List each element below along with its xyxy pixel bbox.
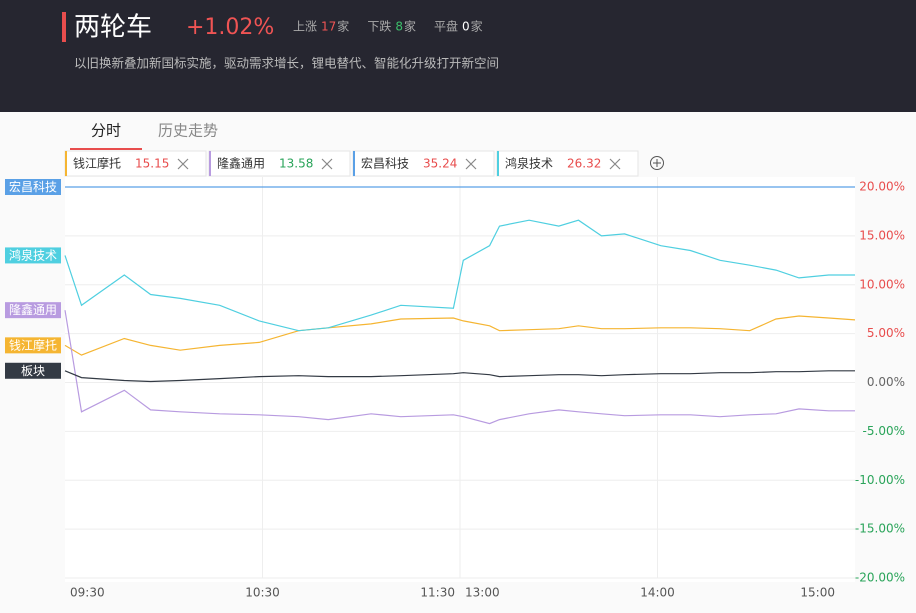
stat-unit: 家 — [471, 19, 483, 34]
y-tick-label: -5.00% — [863, 424, 905, 438]
series-line — [64, 219, 855, 332]
x-tick-label: 11:30 — [420, 586, 455, 600]
series-tag-label: 隆鑫通用 — [9, 302, 57, 317]
stat-count: 8 — [395, 20, 403, 34]
series-tag: 宏昌科技 — [5, 179, 61, 195]
change: +1.02% — [186, 15, 274, 40]
series-line — [64, 310, 855, 425]
legend-chip[interactable]: 钱江摩托 15.15 — [64, 150, 207, 177]
y-tick-label: 0.00% — [867, 375, 905, 389]
stat-label: 平盘 — [434, 19, 458, 34]
header-bg — [0, 0, 916, 112]
y-tick-label: -15.00% — [855, 522, 905, 536]
chip-close[interactable] — [609, 158, 621, 170]
stat-label: 下跌 — [367, 19, 391, 34]
legend-chip[interactable]: 鸿泉技术 26.32 — [496, 150, 639, 177]
subtitle: 以旧换新叠加新国标实施，驱动需求增长，锂电替代、智能化升级打开新空间 — [74, 56, 499, 71]
x-tick-label: 09:30 — [70, 586, 105, 600]
tab-underline — [70, 148, 142, 150]
chip-price: 26.32 — [567, 157, 601, 171]
stat-count: 17 — [321, 20, 336, 34]
x-tick-label: 14:00 — [640, 586, 675, 600]
series-tag: 钱江摩托 — [5, 337, 61, 354]
chip-marker — [497, 151, 499, 176]
stat-count: 0 — [462, 20, 470, 34]
stat-unit: 家 — [337, 19, 349, 34]
y-tick-label: 15.00% — [859, 228, 905, 242]
y-tick-label: -10.00% — [855, 473, 905, 487]
legend-chip[interactable]: 宏昌科技 35.24 — [352, 150, 495, 177]
series-tag: 板块 — [5, 362, 61, 379]
series-line — [64, 370, 855, 383]
legend-chip[interactable]: 隆鑫通用 13.58 — [208, 150, 351, 177]
chip-close[interactable] — [321, 158, 333, 170]
series-tag-label: 板块 — [21, 364, 45, 378]
y-tick-label: 10.00% — [859, 277, 905, 291]
chip-close[interactable] — [177, 158, 189, 170]
series-tag-bg — [5, 362, 61, 379]
tab[interactable]: 分时 — [91, 122, 121, 140]
chip-marker — [353, 151, 355, 176]
tab[interactable]: 历史走势 — [158, 122, 218, 140]
stat-unit: 家 — [404, 19, 416, 34]
x-tick-label: 13:00 — [465, 586, 500, 600]
series-tag-bg — [5, 337, 61, 354]
legend-label: 宏昌科技 — [361, 156, 409, 171]
x-tick-label: 10:30 — [245, 586, 280, 600]
title-marker — [62, 12, 66, 42]
series-tag-bg — [5, 302, 61, 319]
series-line — [64, 315, 856, 356]
stat-label: 上涨 — [293, 19, 317, 34]
y-tick-label: 20.00% — [859, 180, 905, 194]
chip-price: 35.24 — [423, 157, 457, 171]
legend-label: 隆鑫通用 — [217, 156, 265, 171]
chip-marker — [65, 151, 67, 176]
add-button[interactable] — [650, 156, 664, 170]
legend-label: 钱江摩托 — [73, 156, 121, 171]
chip-price: 13.58 — [279, 157, 313, 171]
series-tag: 隆鑫通用 — [5, 302, 61, 319]
legend-label: 鸿泉技术 — [505, 157, 553, 171]
x-tick-label: 15:00 — [800, 586, 835, 600]
series-tag: 鸿泉技术 — [5, 247, 61, 264]
chip-marker — [209, 151, 211, 176]
chip-close[interactable] — [465, 158, 477, 170]
title: 两轮车 — [74, 13, 152, 43]
series-tag-bg — [5, 179, 61, 195]
series-tag-label: 钱江摩托 — [9, 337, 57, 352]
series-tag-label: 宏昌科技 — [9, 179, 57, 194]
series-tag-label: 鸿泉技术 — [9, 248, 57, 262]
y-tick-label: 5.00% — [867, 326, 905, 340]
chip-price: 15.15 — [135, 157, 169, 171]
y-tick-label: -20.00% — [855, 571, 905, 585]
series-tag-bg — [5, 247, 61, 264]
